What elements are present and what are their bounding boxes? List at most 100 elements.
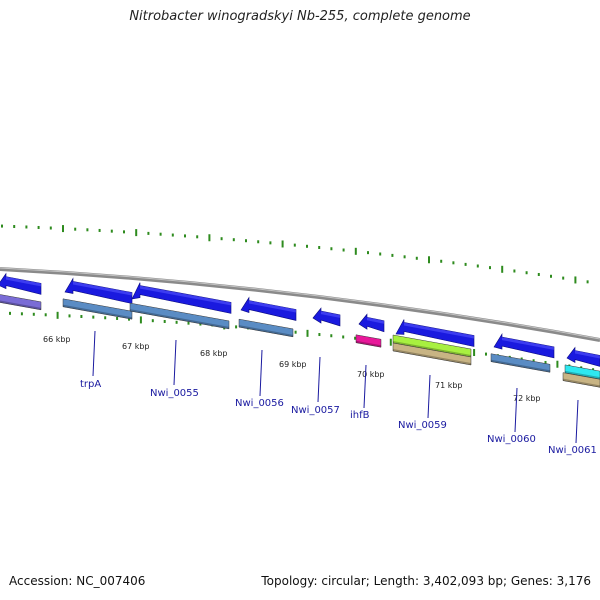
feature-shadow (393, 348, 471, 366)
inner-tick (32, 312, 35, 316)
outer-tick (245, 239, 247, 243)
inner-tick (389, 338, 392, 346)
outer-tick (525, 271, 528, 275)
genome-backbone-highlight (0, 267, 600, 340)
outer-tick (135, 229, 138, 237)
gene-Nwi_0056 (238, 296, 297, 338)
inner-tick (151, 319, 154, 323)
gene-label: trpA (80, 379, 101, 390)
cds-highlight (575, 350, 600, 359)
inner-tick (104, 316, 107, 320)
leader-line (173, 339, 177, 386)
feature-bar (62, 298, 133, 320)
outer-tick (489, 266, 491, 270)
outer-tick (269, 241, 272, 245)
outer-tick (123, 230, 125, 234)
outer-tick (293, 243, 296, 247)
inner-tick (330, 334, 333, 338)
gene-label: ihfB (350, 410, 370, 421)
feature-bar (392, 342, 472, 366)
gene-Nwi_0060 (490, 333, 555, 373)
outer-tick (1, 224, 3, 228)
feature-bar (129, 302, 230, 330)
outer-tick (476, 264, 479, 268)
leader-line (259, 349, 263, 397)
kbp-label: 69 kbp (279, 360, 307, 369)
feature-shadow (565, 370, 600, 380)
gene-Nwi_0057 (312, 307, 341, 327)
genome-backbone (0, 267, 600, 342)
leader-line (575, 399, 579, 444)
inner-tick (163, 319, 166, 323)
leader-line (427, 374, 431, 419)
gene-label: Nwi_0057 (291, 405, 340, 416)
feature-shadow (239, 325, 293, 337)
cds-arrow (312, 307, 341, 327)
feature-bar (355, 334, 382, 348)
gene-label: Nwi_0061 (548, 445, 597, 456)
outer-tick (452, 261, 455, 265)
inner-tick (92, 315, 95, 319)
inner-tick (532, 359, 535, 363)
cds-arrow (358, 313, 385, 333)
outer-tick (403, 255, 406, 259)
cds-highlight (6, 276, 41, 287)
gene-label: Nwi_0060 (487, 434, 536, 445)
cds-highlight (249, 300, 296, 313)
kbp-label: 68 kbp (200, 349, 228, 358)
leader-line (363, 364, 367, 409)
inner-tick (544, 360, 547, 364)
feature-shadow (356, 340, 381, 348)
inner-tick (128, 317, 130, 321)
outer-tick (232, 238, 235, 242)
inner-tick (68, 314, 71, 318)
outer-tick (184, 234, 186, 238)
outer-tick (74, 227, 77, 231)
feature-bar (564, 364, 600, 380)
outer-tick (379, 252, 382, 256)
feature-shadow (130, 309, 229, 329)
accession-label: Accession: NC_007406 (9, 574, 146, 588)
feature-shadow (393, 340, 471, 358)
inner-tick (235, 325, 238, 329)
gene-ihfB (355, 313, 385, 348)
feature-bar (238, 318, 294, 338)
outer-tick (550, 274, 552, 278)
outer-tick (281, 240, 284, 248)
leader-line (92, 330, 96, 377)
feature-bar (0, 294, 42, 311)
outer-tick (440, 259, 443, 263)
kbp-label: 67 kbp (122, 342, 150, 351)
gene-label: Nwi_0056 (235, 398, 284, 409)
outer-tick (86, 228, 89, 232)
outer-tick (574, 276, 577, 284)
outer-tick (110, 229, 113, 233)
inner-tick (116, 316, 119, 320)
inner-tick (175, 320, 178, 324)
inner-tick (9, 311, 11, 315)
inner-tick (80, 314, 83, 318)
feature-shadow (491, 359, 550, 373)
outer-tick-marks (1, 224, 589, 284)
feature-shadow (0, 300, 41, 310)
kbp-labels: 66 kbp 67 kbp 68 kbp 69 kbp 70 kbp 71 kbp 72 k… (43, 335, 541, 403)
inner-tick (342, 335, 345, 339)
kbp-label: 71 kbp (435, 381, 463, 390)
kbp-label: 72 kbp (513, 394, 541, 403)
inner-tick (20, 312, 23, 316)
cds-highlight (367, 317, 384, 324)
outer-tick (171, 233, 174, 237)
feature-shadow (63, 304, 132, 320)
gene-label: Nwi_0059 (398, 420, 447, 431)
inner-tick (354, 336, 357, 340)
outer-tick (98, 228, 101, 232)
leader-line (317, 356, 321, 403)
gene-label: Nwi_0055 (150, 388, 199, 399)
inner-tick (199, 322, 202, 326)
kbp-label: 66 kbp (43, 335, 71, 344)
outer-tick (354, 247, 357, 255)
outer-tick (464, 262, 467, 266)
inner-tick (556, 360, 559, 368)
kbp-label: 70 kbp (357, 370, 385, 379)
